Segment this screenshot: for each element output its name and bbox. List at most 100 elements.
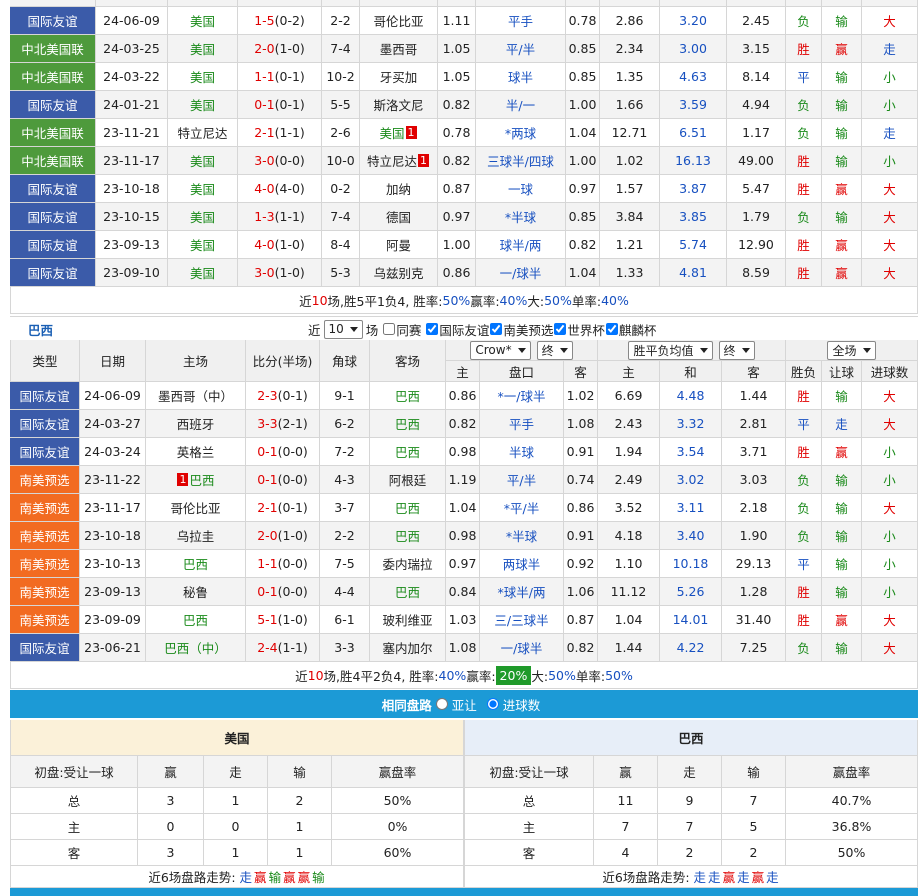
goals-result: 小 bbox=[883, 473, 896, 488]
stat: 4 bbox=[621, 845, 630, 860]
stat: 2 bbox=[685, 845, 694, 860]
lose-odds: 1.90 bbox=[739, 528, 768, 543]
trend-item: 走 bbox=[239, 870, 253, 885]
type-cell: 国际友谊 bbox=[10, 410, 80, 438]
result-cell: 赢 bbox=[822, 438, 862, 466]
home-team: 美国 bbox=[189, 14, 215, 29]
away-cell: 特立尼达 1 bbox=[360, 147, 438, 175]
draw-odds: 16.13 bbox=[675, 153, 711, 168]
stat-cell: 3 bbox=[138, 840, 204, 866]
odds-cell: 1.19 bbox=[446, 466, 480, 494]
handicap-result: 输 bbox=[835, 70, 848, 85]
away-odds: 0.78 bbox=[568, 13, 597, 28]
home-odds: 0.86 bbox=[448, 388, 477, 403]
draw-odds: 14.01 bbox=[672, 612, 709, 627]
summary-text: 场,胜5平1负4, 胜率: bbox=[327, 293, 443, 309]
stat-cell: 主 bbox=[464, 814, 594, 840]
odds-cell: 0.87 bbox=[438, 175, 476, 203]
home-team: 巴西（中） bbox=[164, 641, 227, 656]
checkbox[interactable] bbox=[490, 323, 503, 335]
checkbox-label: 南美预选 bbox=[503, 322, 554, 338]
score-cell: 4-0 (1-0) bbox=[238, 231, 322, 259]
checkbox-label: 同赛 bbox=[396, 322, 422, 338]
dropdown[interactable]: 全场 bbox=[827, 340, 876, 360]
odds-cell: 4.22 bbox=[660, 634, 722, 662]
corner-cell: 8-4 bbox=[322, 231, 360, 259]
odds-cell: 1.04 bbox=[566, 119, 600, 147]
away-team: 巴西 bbox=[394, 501, 420, 516]
result: 胜 bbox=[797, 154, 810, 169]
score-cell: 2-0 (1-0) bbox=[246, 522, 320, 550]
goals-result: 小 bbox=[883, 70, 896, 85]
odds-cell: 10.18 bbox=[660, 550, 722, 578]
stat-cell: 1 bbox=[268, 814, 332, 840]
team-header: 美国 bbox=[10, 720, 464, 756]
checkbox[interactable] bbox=[605, 323, 618, 335]
goals-result: 大 bbox=[883, 14, 896, 29]
odds-cell: 3.11 bbox=[660, 494, 722, 522]
checkbox[interactable] bbox=[554, 323, 567, 335]
draw-odds: 5.74 bbox=[679, 237, 707, 252]
draw-odds: 3.00 bbox=[679, 41, 707, 56]
score-cell: 2-1 (1-1) bbox=[238, 119, 322, 147]
checkbox[interactable] bbox=[426, 323, 439, 335]
header-cell: 和 bbox=[660, 0, 727, 7]
dropdown[interactable]: Crow* bbox=[470, 340, 531, 360]
summary-text: 10 bbox=[311, 292, 328, 308]
half-score: (0-0) bbox=[277, 556, 308, 571]
column-header: 让球 bbox=[829, 0, 854, 2]
column-header: 进球数 bbox=[870, 364, 909, 380]
handicap: *半球 bbox=[505, 529, 538, 544]
odds-cell: 2.43 bbox=[598, 410, 660, 438]
date-cell: 24-03-22 bbox=[96, 63, 168, 91]
home-cell: 美国 bbox=[168, 91, 238, 119]
stat: 40.7% bbox=[831, 793, 872, 808]
odds-cell: 1.00 bbox=[566, 91, 600, 119]
date-cell: 24-03-24 bbox=[80, 438, 146, 466]
away-team: 美国 bbox=[379, 126, 405, 141]
result: 负 bbox=[797, 126, 810, 141]
handicap-result: 赢 bbox=[835, 42, 848, 57]
score-cell: 1-1 (0-1) bbox=[238, 63, 322, 91]
odds-cell: 1.28 bbox=[722, 578, 786, 606]
trend-item: 赢 bbox=[283, 870, 296, 885]
header-cell: 类型 bbox=[10, 340, 80, 382]
stat-cell: 2 bbox=[658, 840, 722, 866]
half-score: (0-0) bbox=[274, 153, 305, 168]
away-odds: 0.82 bbox=[566, 640, 595, 655]
same-handicap-bar: 相同盘路 亚让 进球数 bbox=[10, 690, 918, 718]
home-odds: 0.82 bbox=[442, 153, 471, 168]
win-odds: 1.94 bbox=[614, 444, 643, 459]
away-cell: 巴西 bbox=[370, 410, 446, 438]
radio-label: 进球数 bbox=[502, 697, 541, 713]
away-team: 乌兹别克 bbox=[373, 266, 424, 281]
type-cell: 国际友谊 bbox=[10, 7, 96, 35]
odds-cell: 6.51 bbox=[660, 119, 727, 147]
dropdown[interactable]: 胜平负均值 bbox=[628, 340, 713, 360]
radio[interactable] bbox=[486, 698, 499, 710]
count-select[interactable]: 10 bbox=[323, 319, 363, 339]
radio[interactable] bbox=[435, 698, 448, 710]
goals-result: 大 bbox=[883, 501, 896, 516]
score: 4-0 bbox=[254, 237, 275, 252]
dropdown[interactable]: 终 bbox=[718, 340, 755, 360]
checkbox[interactable] bbox=[383, 323, 396, 335]
win-odds: 2.34 bbox=[615, 41, 644, 56]
result: 负 bbox=[797, 14, 810, 29]
result: 负 bbox=[797, 529, 810, 544]
result-cell: 负 bbox=[786, 522, 822, 550]
score: 4-0 bbox=[254, 181, 275, 196]
odds-cell: 3.02 bbox=[660, 466, 722, 494]
lose-odds: 12.90 bbox=[738, 237, 774, 252]
odds-cell: 3.84 bbox=[600, 203, 660, 231]
odds-cell: 1.05 bbox=[438, 63, 476, 91]
dropdown[interactable]: 终 bbox=[536, 340, 573, 360]
lose-odds: 8.59 bbox=[742, 265, 770, 280]
stat: 5 bbox=[749, 819, 758, 834]
date-cell: 24-03-25 bbox=[96, 35, 168, 63]
lose-odds: 1.28 bbox=[739, 584, 768, 599]
corner-cell: 2-2 bbox=[320, 522, 370, 550]
away-team: 巴西 bbox=[394, 389, 420, 404]
draw-odds: 4.22 bbox=[676, 640, 705, 655]
odds-cell: 0.97 bbox=[446, 550, 480, 578]
